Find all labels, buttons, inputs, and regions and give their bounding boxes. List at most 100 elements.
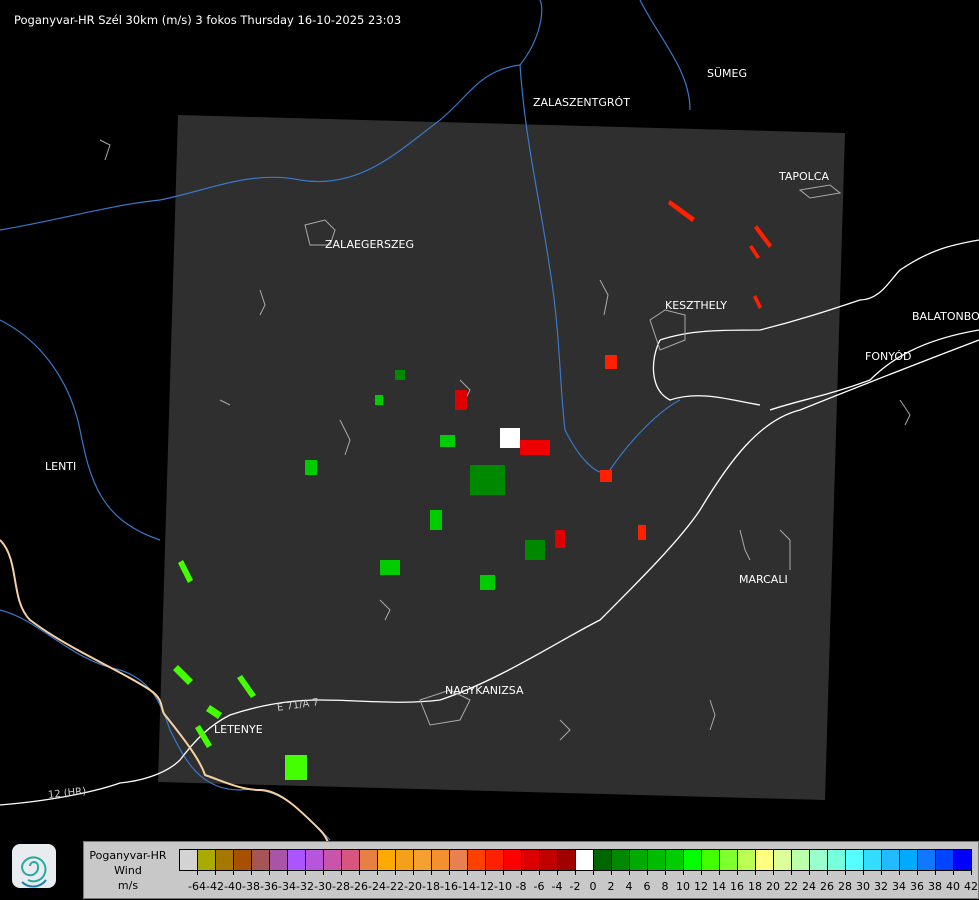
legend-tick	[539, 870, 540, 875]
roads	[0, 239, 979, 806]
legend-swatch	[702, 850, 720, 870]
legend-tick	[881, 870, 882, 875]
legend-tick	[647, 870, 648, 875]
legend-tick-label: -34	[278, 880, 296, 893]
legend-tick	[719, 870, 720, 875]
legend-tick-label: -26	[350, 880, 368, 893]
legend-tick-label: 38	[928, 880, 942, 893]
legend-swatch	[198, 850, 216, 870]
legend-tick-label: -10	[494, 880, 512, 893]
legend-swatch	[648, 850, 666, 870]
legend-swatch	[486, 850, 504, 870]
legend-tick	[395, 870, 396, 875]
legend-swatches	[179, 849, 972, 871]
legend-tick	[683, 870, 684, 875]
legend-tick	[449, 870, 450, 875]
legend-tick-label: 16	[730, 880, 744, 893]
legend-swatch	[270, 850, 288, 870]
legend-tick-label: 42	[964, 880, 978, 893]
radar-coverage-area	[158, 115, 845, 800]
legend-swatch	[378, 850, 396, 870]
town-label-letenye: LETENYE	[214, 723, 263, 736]
legend-tick-label: 40	[946, 880, 960, 893]
legend-tick-label: 12	[694, 880, 708, 893]
legend-tick-label: -38	[242, 880, 260, 893]
legend-tick-label: -8	[515, 880, 527, 893]
legend-tick-label: 28	[838, 880, 852, 893]
legend-tick-label: 24	[802, 880, 816, 893]
legend-tick	[755, 870, 756, 875]
legend-swatch	[864, 850, 882, 870]
legend-tick	[557, 870, 558, 875]
legend-tick-label: -12	[476, 880, 494, 893]
legend-tick-label: -4	[551, 880, 563, 893]
legend-tick	[251, 870, 252, 875]
legend-tick-label: -18	[422, 880, 440, 893]
legend-swatch	[792, 850, 810, 870]
legend-swatch	[216, 850, 234, 870]
map-title: Poganyvar-HR Szél 30km (m/s) 3 fokos Thu…	[14, 13, 402, 27]
legend-swatch	[774, 850, 792, 870]
legend-swatch	[918, 850, 936, 870]
legend-swatch	[630, 850, 648, 870]
legend-tick	[215, 870, 216, 875]
legend-swatch	[828, 850, 846, 870]
legend-tick	[269, 870, 270, 875]
legend-tick	[323, 870, 324, 875]
legend-tick	[791, 870, 792, 875]
legend-swatch	[450, 850, 468, 870]
legend-tick-label: 14	[712, 880, 726, 893]
legend-tick-label: -6	[533, 880, 545, 893]
town-label-balatonbo: BALATONBO	[912, 310, 979, 323]
legend-swatch	[306, 850, 324, 870]
legend-tick	[197, 870, 198, 875]
legend-tick-label: -64	[188, 880, 206, 893]
legend-tick-label: -16	[440, 880, 458, 893]
legend-tick	[809, 870, 810, 875]
legend-tick	[935, 870, 936, 875]
town-label-lenti: LENTI	[45, 460, 77, 473]
legend-tick	[503, 870, 504, 875]
legend-radar-name: Poganyvar-HR	[89, 849, 167, 862]
legend-tick	[233, 870, 234, 875]
legend-tick	[701, 870, 702, 875]
town-label-sumeg: SÜMEG	[707, 67, 747, 80]
legend-tick	[359, 870, 360, 875]
legend-tick	[485, 870, 486, 875]
legend-swatch	[432, 850, 450, 870]
legend-swatch	[522, 850, 540, 870]
legend-tick	[845, 870, 846, 875]
town-label-zalaszentgrot: ZALASZENTGRÓT	[533, 96, 630, 109]
legend-swatch	[558, 850, 576, 870]
legend-tick-label: 36	[910, 880, 924, 893]
legend-swatch	[612, 850, 630, 870]
legend-swatch	[900, 850, 918, 870]
legend-tick-label: 0	[589, 880, 597, 893]
settlement-outlines	[99, 139, 911, 741]
legend-tick	[737, 870, 738, 875]
legend-tick-label: 2	[607, 880, 615, 893]
town-label-keszthely: KESZTHELY	[665, 299, 728, 312]
legend-tick-label: -2	[569, 880, 581, 893]
legend-tick	[773, 870, 774, 875]
legend-tick	[629, 870, 630, 875]
legend-tick	[971, 870, 972, 875]
legend-tick	[611, 870, 612, 875]
legend-swatch	[342, 850, 360, 870]
legend-tick-label: -40	[224, 880, 242, 893]
legend-swatch	[756, 850, 774, 870]
legend-tick-label: -36	[260, 880, 278, 893]
legend-swatch	[414, 850, 432, 870]
legend-tick-label: 6	[643, 880, 651, 893]
legend-swatch	[234, 850, 252, 870]
legend-swatch	[594, 850, 612, 870]
legend-tick	[413, 870, 414, 875]
legend-swatch	[882, 850, 900, 870]
legend-tick-label: -42	[206, 880, 224, 893]
radar-echoes	[173, 200, 772, 780]
legend-tick	[287, 870, 288, 875]
town-label-zalaegerszeg: ZALAEGERSZEG	[325, 238, 415, 251]
legend-swatch	[288, 850, 306, 870]
legend-swatch	[666, 850, 684, 870]
